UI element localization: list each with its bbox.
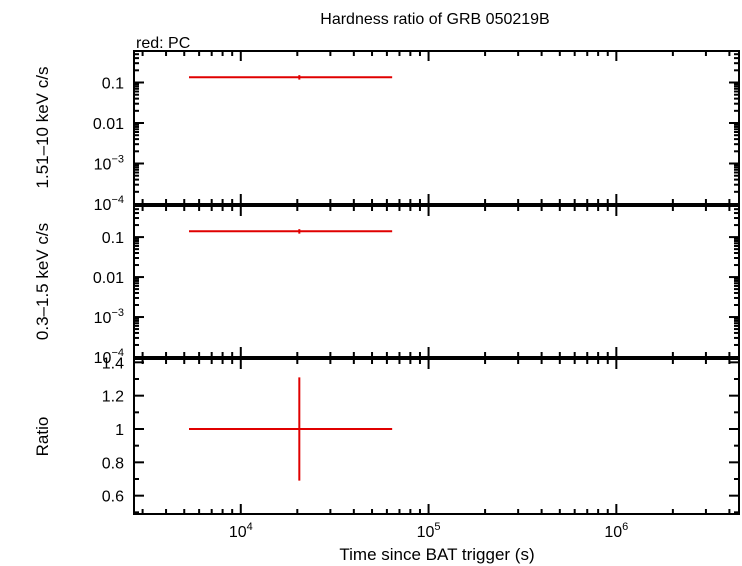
panel-frame-1 xyxy=(133,50,740,205)
chart-title: Hardness ratio of GRB 050219B xyxy=(320,11,549,28)
panel-frame-2 xyxy=(133,205,740,358)
y-tick-label: 1.2 xyxy=(102,389,124,406)
legend-note: red: PC xyxy=(136,35,190,52)
y-tick-label: 10−3 xyxy=(94,307,124,327)
x-axis-title: Time since BAT trigger (s) xyxy=(339,545,534,564)
y-axis-title-1: 1.51–10 keV c/s xyxy=(33,67,52,189)
y-tick-label: 10−4 xyxy=(94,347,124,367)
panel-frame-3 xyxy=(133,358,740,515)
y-axis-title-2: 0.3–1.5 keV c/s xyxy=(33,223,52,340)
y-tick-label: 1 xyxy=(115,422,124,439)
y-tick-label: 0.1 xyxy=(102,76,124,93)
y-tick-label: 1.4 xyxy=(102,355,124,372)
x-tick-label: 106 xyxy=(604,521,628,541)
y-tick-label: 0.8 xyxy=(102,455,124,472)
y-tick-label: 10−4 xyxy=(94,194,124,214)
x-tick-label: 105 xyxy=(417,521,441,541)
y-tick-label: 0.6 xyxy=(102,489,124,506)
y-tick-label: 10−3 xyxy=(94,154,124,174)
y-tick-label: 0.01 xyxy=(93,116,124,133)
x-tick-label: 104 xyxy=(229,521,253,541)
y-tick-label: 0.01 xyxy=(93,270,124,287)
plot-layer: 0.1 0.01 10−3 10−4 1.51–10 keV c/s 0.1 0.01 10−… xyxy=(33,50,740,541)
y-tick-label: 0.1 xyxy=(102,230,124,247)
y-axis-title-3: Ratio xyxy=(33,417,52,457)
